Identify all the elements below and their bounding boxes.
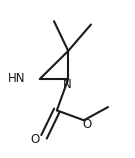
Text: HN: HN: [8, 72, 25, 85]
Text: N: N: [63, 78, 72, 91]
Text: O: O: [30, 133, 39, 146]
Text: O: O: [83, 118, 92, 131]
